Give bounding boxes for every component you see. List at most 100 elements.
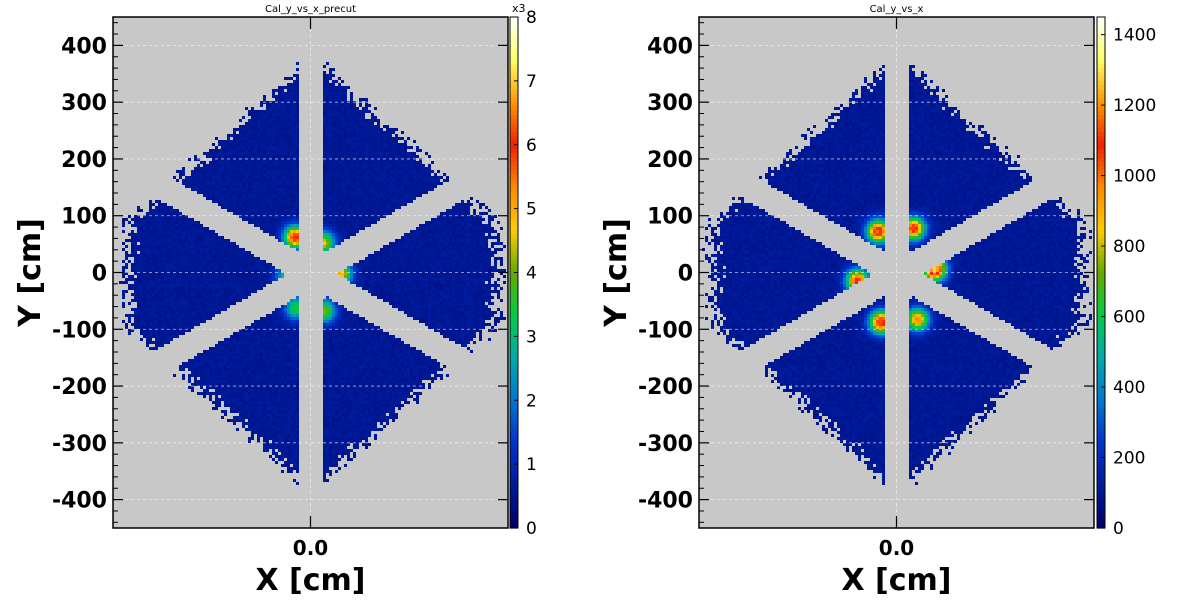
heatmap-cell — [332, 131, 335, 134]
heatmap-cell — [362, 176, 365, 179]
heatmap-cell — [263, 161, 266, 164]
heatmap-cell — [374, 200, 377, 203]
heatmap-cell — [230, 149, 233, 152]
heatmap-cell — [461, 302, 464, 305]
heatmap-cell — [338, 224, 341, 227]
heatmap-cell — [140, 263, 143, 266]
heatmap-cell — [281, 239, 284, 242]
heatmap-cell — [149, 278, 152, 281]
heatmap-cell — [164, 230, 167, 233]
heatmap-cell — [242, 281, 245, 284]
heatmap-cell — [395, 239, 398, 242]
heatmap-cell — [332, 101, 335, 104]
heatmap-cell — [200, 281, 203, 284]
heatmap-cell — [347, 86, 350, 89]
heatmap-cell — [410, 161, 413, 164]
heatmap-cell — [383, 125, 386, 128]
heatmap-cell — [476, 224, 479, 227]
heatmap-cell — [140, 230, 143, 233]
heatmap-cell — [278, 107, 281, 110]
heatmap-cell — [284, 128, 287, 131]
heatmap-cell — [203, 293, 206, 296]
heatmap-cell — [227, 152, 230, 155]
heatmap-cell — [266, 122, 269, 125]
heatmap-cell — [248, 164, 251, 167]
heatmap-cell — [188, 242, 191, 245]
heatmap-cell — [347, 278, 350, 281]
heatmap-cell — [275, 113, 278, 116]
heatmap-cell — [353, 215, 356, 218]
heatmap-cell — [194, 188, 197, 191]
heatmap-cell — [242, 125, 245, 128]
heatmap-cell — [440, 176, 443, 179]
heatmap-cell — [356, 221, 359, 224]
heatmap-cell — [410, 179, 413, 182]
heatmap-cell — [434, 245, 437, 248]
heatmap-cell — [323, 89, 326, 92]
heatmap-cell — [347, 182, 350, 185]
heatmap-cell — [395, 143, 398, 146]
heatmap-cell — [137, 290, 140, 293]
heatmap-cell — [449, 212, 452, 215]
heatmap-cell — [293, 221, 296, 224]
heatmap-cell — [383, 155, 386, 158]
heatmap-cell — [128, 233, 131, 236]
heatmap-cell — [440, 233, 443, 236]
heatmap-cell — [245, 173, 248, 176]
heatmap-cell — [347, 269, 350, 272]
heatmap-cell — [401, 161, 404, 164]
heatmap-cell — [125, 239, 128, 242]
heatmap-cell — [263, 209, 266, 212]
heatmap-cell — [293, 209, 296, 212]
heatmap-cell — [344, 233, 347, 236]
heatmap-cell — [380, 149, 383, 152]
heatmap-cell — [431, 161, 434, 164]
heatmap-cell — [227, 155, 230, 158]
heatmap-cell — [419, 296, 422, 299]
heatmap-cell — [356, 284, 359, 287]
heatmap-cell — [233, 143, 236, 146]
heatmap-cell — [389, 170, 392, 173]
heatmap-cell — [356, 185, 359, 188]
heatmap-cell — [338, 140, 341, 143]
heatmap-cell — [251, 116, 254, 119]
heatmap-cell — [473, 293, 476, 296]
heatmap-cell — [407, 242, 410, 245]
heatmap-cell — [158, 212, 161, 215]
heatmap-cell — [362, 125, 365, 128]
heatmap-cell — [218, 188, 221, 191]
heatmap-cell — [176, 284, 179, 287]
heatmap-cell — [167, 266, 170, 269]
heatmap-cell — [287, 182, 290, 185]
heatmap-cell — [176, 254, 179, 257]
heatmap-cell — [278, 155, 281, 158]
heatmap-cell — [275, 131, 278, 134]
heatmap-cell — [461, 254, 464, 257]
heatmap-cell — [257, 275, 260, 278]
heatmap-cell — [497, 257, 500, 260]
heatmap-cell — [377, 272, 380, 275]
heatmap-cell — [341, 131, 344, 134]
heatmap-cell — [239, 185, 242, 188]
heatmap-cell — [233, 140, 236, 143]
heatmap-cell — [350, 224, 353, 227]
heatmap-cell — [296, 191, 299, 194]
heatmap-cell — [275, 224, 278, 227]
heatmap-cell — [278, 206, 281, 209]
heatmap-cell — [239, 209, 242, 212]
heatmap-cell — [236, 266, 239, 269]
heatmap-cell — [476, 284, 479, 287]
heatmap-cell — [263, 143, 266, 146]
heatmap-cell — [266, 269, 269, 272]
heatmap-cell — [344, 218, 347, 221]
heatmap-cell — [296, 119, 299, 122]
heatmap-cell — [401, 275, 404, 278]
heatmap-cell — [422, 281, 425, 284]
heatmap-cell — [212, 278, 215, 281]
heatmap-cell — [464, 260, 467, 263]
heatmap-cell — [437, 278, 440, 281]
heatmap-cell — [440, 293, 443, 296]
heatmap-cell — [395, 266, 398, 269]
heatmap-cell — [344, 104, 347, 107]
heatmap-cell — [374, 176, 377, 179]
